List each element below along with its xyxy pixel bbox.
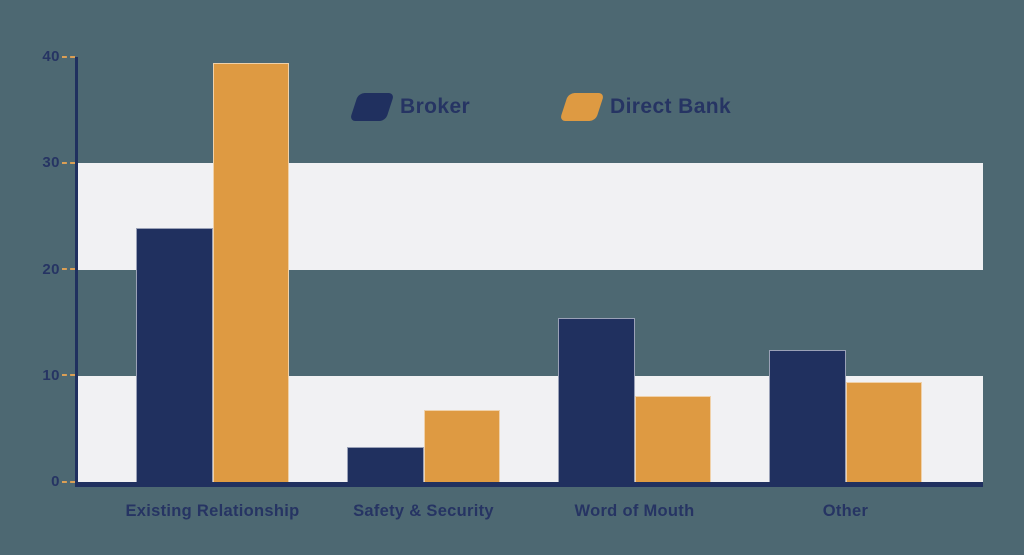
x-category-label: Other — [822, 502, 869, 520]
bar-broker — [558, 318, 635, 482]
bar-broker — [136, 228, 213, 482]
x-category-label: Existing Relationship — [125, 502, 300, 520]
bar-direct-bank — [423, 409, 500, 482]
legend-item-direct-bank: Direct Bank — [559, 92, 732, 122]
y-tick-label: 30 — [42, 154, 60, 172]
y-tick-label: 0 — [51, 473, 60, 490]
x-axis-line — [75, 482, 983, 487]
bar-direct-bank — [634, 395, 711, 482]
y-tick-label: 20 — [42, 260, 60, 278]
bar-broker — [347, 446, 424, 482]
broker-legend-label: Broker — [400, 95, 471, 118]
y-tick-mark — [62, 374, 75, 377]
y-tick-mark — [62, 480, 75, 483]
broker-swatch — [349, 93, 395, 121]
bar-direct-bank — [212, 63, 289, 482]
direct-bank-legend-label: Direct Bank — [610, 95, 732, 118]
bar-broker — [769, 350, 846, 482]
y-axis-line — [75, 57, 78, 486]
y-tick-label: 40 — [42, 48, 60, 65]
x-category-label: Word of Mouth — [574, 502, 695, 520]
y-tick-label: 10 — [42, 366, 60, 384]
y-tick-mark — [62, 55, 75, 58]
y-tick-mark — [62, 268, 75, 270]
x-category-label: Safety & Security — [353, 502, 494, 520]
direct-bank-swatch — [559, 93, 605, 121]
y-tick-mark — [62, 161, 75, 164]
legend-item-broker: Broker — [349, 92, 471, 122]
bar-direct-bank — [845, 382, 922, 482]
